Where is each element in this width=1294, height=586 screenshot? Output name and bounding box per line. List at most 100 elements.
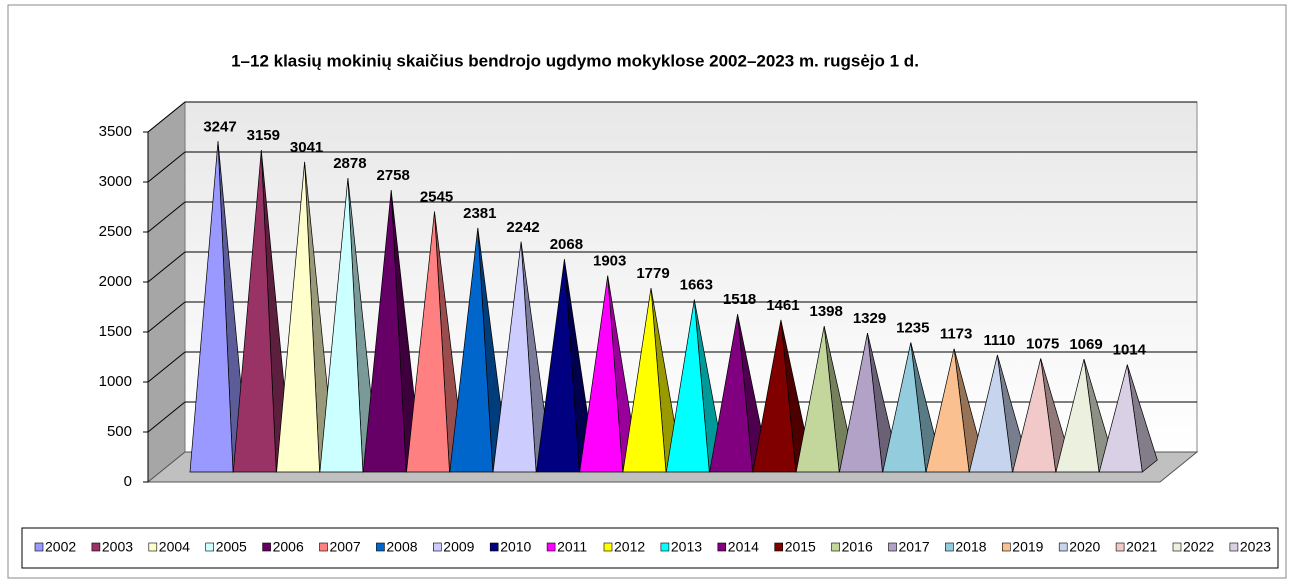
legend-swatch — [774, 542, 784, 552]
pyramid — [1098, 364, 1143, 473]
pyramid — [1055, 359, 1100, 473]
value-label: 1779 — [636, 265, 669, 282]
value-label: 1398 — [810, 303, 843, 320]
legend-label: 2012 — [614, 539, 645, 555]
pyramid — [925, 348, 970, 473]
legend-swatch — [717, 542, 727, 552]
pyramid — [406, 211, 450, 473]
pyramid — [665, 299, 710, 473]
legend-label: 2021 — [1126, 539, 1157, 555]
value-label: 1069 — [1069, 336, 1102, 353]
legend — [21, 527, 1279, 569]
legend-label: 2007 — [330, 539, 361, 555]
legend-label: 2005 — [216, 539, 247, 555]
legend-swatch — [1058, 542, 1068, 552]
grid-line — [147, 351, 186, 383]
y-tick-label: 2500 — [99, 223, 132, 240]
pyramid — [1012, 358, 1057, 473]
legend-label: 2022 — [1183, 539, 1214, 555]
pyramid — [232, 150, 277, 473]
y-tick-label: 3500 — [99, 123, 132, 140]
pyramid — [189, 141, 234, 473]
value-label: 2758 — [377, 167, 410, 184]
legend-swatch — [945, 542, 954, 552]
pyramid — [622, 288, 667, 473]
legend-swatch — [205, 542, 214, 552]
legend-swatch — [91, 542, 101, 552]
pyramid — [362, 190, 407, 473]
value-label: 3041 — [290, 139, 323, 156]
value-label: 1173 — [940, 326, 973, 343]
pyramid — [492, 241, 537, 473]
legend-swatch — [148, 542, 158, 552]
value-label: 1235 — [896, 319, 929, 336]
legend-swatch — [660, 542, 670, 552]
value-label: 2242 — [506, 219, 539, 236]
pyramid — [449, 227, 494, 473]
legend-label: 2014 — [728, 539, 759, 555]
y-tick-label: 500 — [107, 423, 132, 440]
legend-label: 2004 — [159, 539, 190, 555]
legend-label: 2011 — [557, 539, 587, 555]
pyramid — [536, 259, 580, 473]
legend-label: 2010 — [500, 539, 531, 555]
legend-swatch — [34, 542, 44, 552]
y-tick-label: 3000 — [99, 173, 132, 190]
value-label: 1110 — [984, 332, 1016, 349]
value-label: 2068 — [550, 236, 583, 253]
legend-swatch — [262, 542, 271, 552]
legend-label: 2002 — [45, 539, 76, 555]
value-label: 1461 — [766, 297, 799, 314]
legend-swatch — [1001, 542, 1011, 552]
value-label: 2381 — [463, 205, 496, 222]
pyramid — [319, 178, 364, 473]
grid-line — [147, 401, 186, 433]
pyramid — [276, 161, 320, 473]
y-tick-label: 2000 — [99, 273, 132, 290]
value-label: 1329 — [853, 310, 886, 327]
legend-label: 2015 — [785, 539, 816, 555]
pyramid — [882, 342, 927, 473]
pyramid — [752, 319, 797, 473]
legend-label: 2009 — [443, 539, 474, 555]
value-label: 1663 — [680, 277, 713, 294]
y-tick-label: 1500 — [99, 323, 132, 340]
value-label: 1014 — [1113, 342, 1147, 359]
legend-label: 2006 — [273, 539, 304, 555]
legend-label: 2018 — [955, 539, 986, 555]
pyramid — [839, 333, 883, 473]
pyramid — [795, 326, 840, 473]
value-label: 1903 — [593, 253, 626, 270]
value-label: 2878 — [333, 155, 366, 172]
legend-swatch — [1229, 542, 1239, 552]
legend-swatch — [831, 542, 840, 552]
grid-line — [147, 201, 186, 233]
grid-line — [147, 151, 186, 183]
legend-swatch — [376, 542, 385, 552]
value-label: 1518 — [723, 291, 756, 308]
legend-label: 2016 — [842, 539, 873, 555]
legend-swatch — [888, 542, 897, 552]
legend-swatch — [489, 542, 499, 552]
legend-label: 2023 — [1240, 539, 1271, 555]
pyramid — [968, 354, 1013, 473]
chart-title: 1–12 klasių mokinių skaičius bendrojo ug… — [231, 51, 919, 70]
grid-line — [147, 251, 186, 283]
side-wall — [147, 100, 186, 484]
y-tick-label: 0 — [124, 473, 132, 490]
legend-swatch — [319, 542, 328, 552]
legend-label: 2003 — [102, 539, 133, 555]
legend-swatch — [603, 542, 613, 552]
value-label: 1075 — [1026, 335, 1059, 352]
pyramid — [579, 275, 624, 473]
legend-label: 2019 — [1012, 539, 1043, 555]
pyramid — [709, 314, 753, 473]
value-label: 3247 — [203, 118, 236, 135]
legend-label: 2008 — [386, 539, 417, 555]
legend-label: 2020 — [1069, 539, 1100, 555]
grid-line — [147, 301, 186, 333]
legend-swatch — [432, 542, 442, 552]
legend-label: 2013 — [671, 539, 702, 555]
value-label: 3159 — [247, 127, 280, 144]
legend-swatch — [546, 542, 556, 552]
